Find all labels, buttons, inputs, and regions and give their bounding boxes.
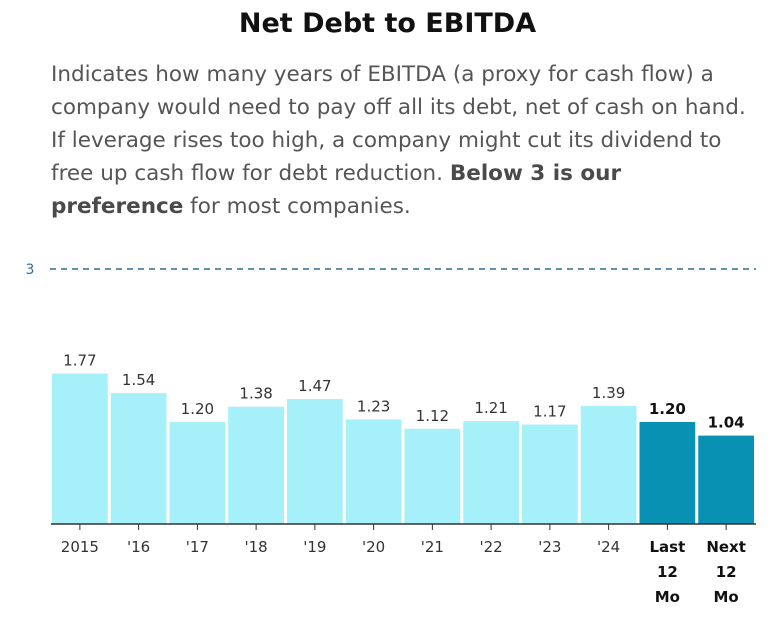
data-label: 1.38 — [239, 385, 272, 403]
x-tick-label: '18 — [245, 538, 268, 556]
data-label: 1.54 — [122, 371, 155, 389]
x-tick-label: 2015 — [61, 538, 99, 556]
data-label: 1.39 — [592, 384, 625, 402]
x-tick-label: Mo — [655, 588, 680, 606]
x-tick-label: Last — [649, 538, 685, 556]
x-tick-label: '17 — [186, 538, 209, 556]
x-tick-label: '16 — [127, 538, 150, 556]
bar — [463, 421, 519, 524]
bar — [404, 428, 461, 524]
data-label: 1.21 — [474, 399, 507, 417]
description-text: Indicates how many years of EBITDA (a pr… — [51, 62, 746, 186]
data-label: 1.23 — [357, 397, 390, 415]
data-label: 1.17 — [533, 403, 566, 421]
bar — [287, 399, 343, 524]
data-label: 1.47 — [298, 377, 331, 395]
bar — [169, 422, 226, 524]
bar — [639, 422, 696, 524]
chart-title: Net Debt to EBITDA — [238, 8, 537, 39]
x-tick-label: 12 — [657, 563, 678, 581]
data-label: 1.20 — [649, 400, 686, 418]
data-label: 1.20 — [181, 400, 214, 418]
reference-line-label: 3 — [26, 262, 35, 278]
bar — [110, 393, 167, 524]
x-tick-label: '24 — [597, 538, 620, 556]
data-label: 1.77 — [63, 352, 96, 370]
x-tick-label: '21 — [421, 538, 444, 556]
chart-description: Indicates how many years of EBITDA (a pr… — [51, 58, 751, 223]
x-tick-label: Next — [706, 538, 746, 556]
bar — [345, 419, 402, 524]
x-tick-label: '23 — [538, 538, 561, 556]
bar — [522, 424, 578, 524]
description-tail: for most companies. — [190, 194, 411, 219]
x-tick-label: '20 — [362, 538, 385, 556]
description-bold: Below 3 is our preference — [51, 161, 622, 219]
x-tick-label: Mo — [714, 588, 739, 606]
bar — [580, 405, 637, 524]
bar — [52, 373, 108, 524]
x-tick-label: '19 — [303, 538, 326, 556]
bar — [228, 406, 284, 524]
data-label: 1.12 — [416, 407, 449, 425]
x-tick-label: '22 — [480, 538, 503, 556]
data-label: 1.04 — [708, 414, 745, 432]
x-tick-label: 12 — [716, 563, 737, 581]
bar — [698, 435, 754, 524]
